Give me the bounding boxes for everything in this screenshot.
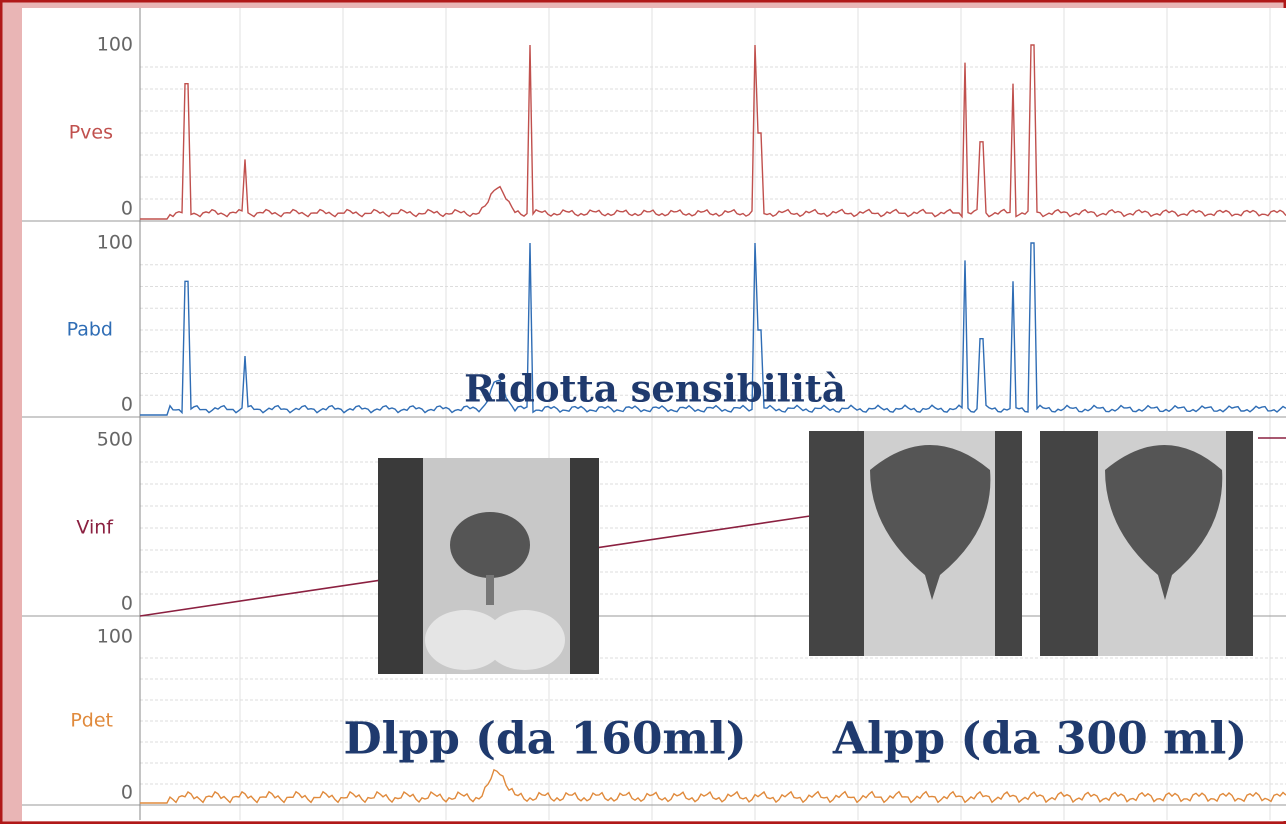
slide: Ridotta sensibilità Dlpp (da 160ml) Alpp… <box>0 0 1286 824</box>
annotation: Ridotta sensibilità <box>464 367 846 411</box>
xray-1 <box>378 458 599 674</box>
panel-label: Pdet <box>70 710 113 732</box>
tick-label: 100 <box>97 232 133 254</box>
page: Ridotta sensibilità Dlpp (da 160ml) Alpp… <box>0 0 1286 824</box>
panel-label: Vinf <box>76 517 114 539</box>
tick-label: 0 <box>121 198 133 220</box>
panel-label: Pabd <box>67 319 113 341</box>
tick-label: 100 <box>97 626 133 648</box>
tick-label: 100 <box>97 34 133 56</box>
annotation: Dlpp (da 160ml) <box>343 714 746 765</box>
xray-3 <box>1040 431 1253 656</box>
tick-label: 0 <box>121 394 133 416</box>
tick-label: 500 <box>97 429 133 451</box>
xray-2 <box>809 431 1022 656</box>
tick-label: 0 <box>121 593 133 615</box>
panel-label: Pves <box>69 122 113 144</box>
tick-label: 0 <box>121 782 133 804</box>
chart-area <box>22 8 1286 821</box>
annotation: Alpp (da 300 ml) <box>832 714 1247 765</box>
